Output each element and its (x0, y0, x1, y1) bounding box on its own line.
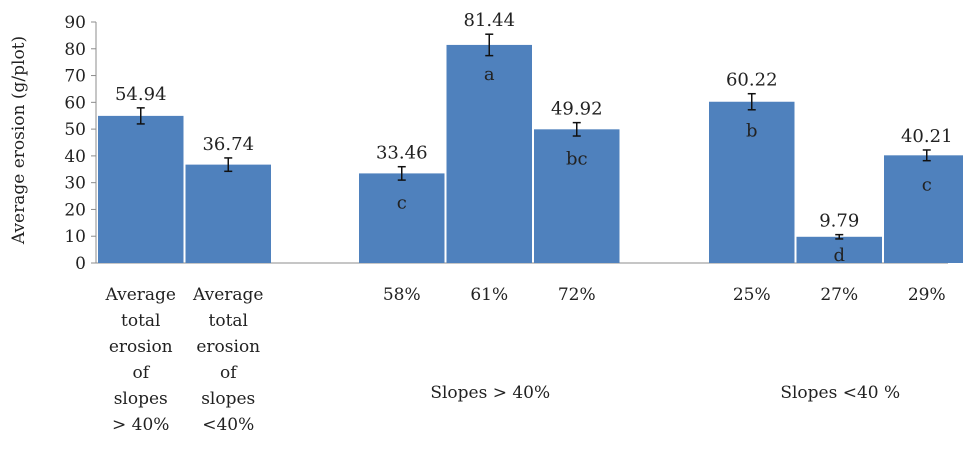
significance-letter: c (922, 174, 932, 195)
category-labels: Average total erosion of slopes > 40% Average t… (105, 285, 946, 435)
bars (98, 33, 963, 263)
group-label: Slopes <40 % (780, 383, 900, 403)
y-tick-label: 60 (64, 93, 86, 113)
category-label: total (209, 311, 248, 331)
value-label: 54.94 (115, 84, 167, 105)
category-label: erosion (109, 337, 173, 357)
group-label: Slopes > 40% (430, 383, 550, 403)
category-label: total (121, 311, 160, 331)
y-tick-label: 30 (64, 174, 86, 194)
y-tick-label: 80 (64, 40, 86, 60)
y-tick-label: 70 (64, 67, 86, 87)
category-label: 25% (733, 285, 771, 305)
category-label: Average (105, 285, 176, 305)
category-label: Average (192, 285, 263, 305)
category-label: of (132, 363, 150, 383)
significance-letter: c (397, 192, 407, 213)
y-tick-label: 90 (64, 13, 86, 33)
y-tick-label: 0 (75, 254, 86, 274)
category-label: 58% (383, 285, 421, 305)
significance-letter: a (484, 64, 495, 85)
bar-labels: 54.94 36.74 33.46 c 81.44 a 49.92 bc 60.22 b 9.79 d… (115, 10, 953, 266)
y-axis-label: Average erosion (g/plot) (9, 36, 29, 245)
significance-letter: bc (566, 148, 588, 169)
y-tick-label: 40 (64, 147, 86, 167)
value-label: 9.79 (819, 211, 859, 232)
category-label: erosion (196, 337, 260, 357)
category-label: of (220, 363, 238, 383)
bar (446, 44, 532, 263)
value-label: 40.21 (901, 126, 953, 147)
y-tick-label: 20 (64, 200, 86, 220)
bar (796, 236, 882, 263)
category-label: > 40% (112, 415, 169, 435)
category-label: slopes (201, 389, 255, 409)
value-label: 60.22 (726, 70, 778, 91)
y-axis: 0 10 20 30 40 50 60 70 80 90 (64, 13, 948, 274)
significance-letter: b (746, 121, 758, 142)
category-label: 29% (908, 285, 946, 305)
bar (534, 129, 620, 263)
category-label: <40% (202, 415, 254, 435)
significance-letter: d (833, 245, 845, 266)
y-tick-label: 10 (64, 227, 86, 247)
bar (884, 155, 963, 263)
bar (359, 173, 445, 263)
value-label: 81.44 (463, 10, 515, 31)
bar (709, 101, 795, 263)
bar (185, 164, 271, 263)
category-label: 61% (470, 285, 508, 305)
category-label: slopes (114, 389, 168, 409)
category-label: 27% (820, 285, 858, 305)
value-label: 49.92 (551, 99, 603, 120)
bar (98, 115, 184, 263)
category-label: 72% (558, 285, 596, 305)
y-tick-label: 50 (64, 120, 86, 140)
value-label: 36.74 (202, 134, 254, 155)
value-label: 33.46 (376, 143, 428, 164)
